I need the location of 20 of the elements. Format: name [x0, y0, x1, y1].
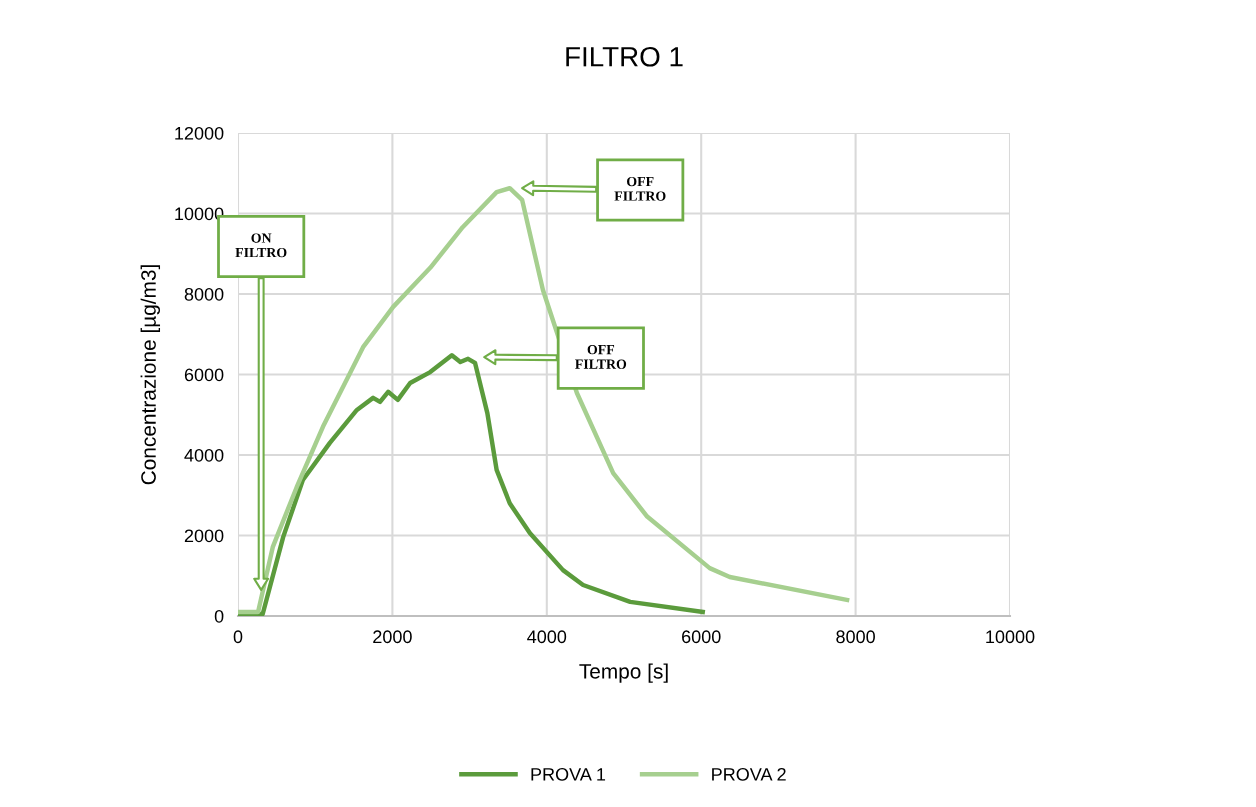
x-tick-label: 8000: [836, 630, 875, 644]
annotation: ON FILTRO: [235, 233, 287, 258]
chart-title: FILTRO 1: [566, 46, 683, 67]
y-tick-label: 8000: [184, 287, 224, 301]
x-tick-label: 4000: [527, 630, 567, 644]
x-tick-label: 0: [233, 630, 243, 644]
y-tick-label: 6000: [184, 368, 224, 382]
y-tick-label: 12000: [175, 126, 224, 140]
x-tick-label: 10000: [986, 630, 1035, 644]
y-axis-title: Concentrazione [µg/m3]: [140, 265, 161, 485]
annotation: OFF FILTRO: [575, 344, 627, 369]
legend-label: PROVA 1: [531, 767, 606, 781]
y-tick-label: 4000: [184, 448, 224, 462]
y-tick-label: 2000: [184, 529, 224, 543]
annotation: OFF FILTRO: [614, 176, 666, 201]
legend-label: PROVA 2: [712, 767, 786, 781]
x-tick-label: 2000: [373, 630, 412, 644]
y-tick-label: 0: [214, 609, 224, 623]
x-tick-label: 6000: [682, 630, 721, 644]
x-axis-title: Tempo [s]: [579, 663, 668, 683]
